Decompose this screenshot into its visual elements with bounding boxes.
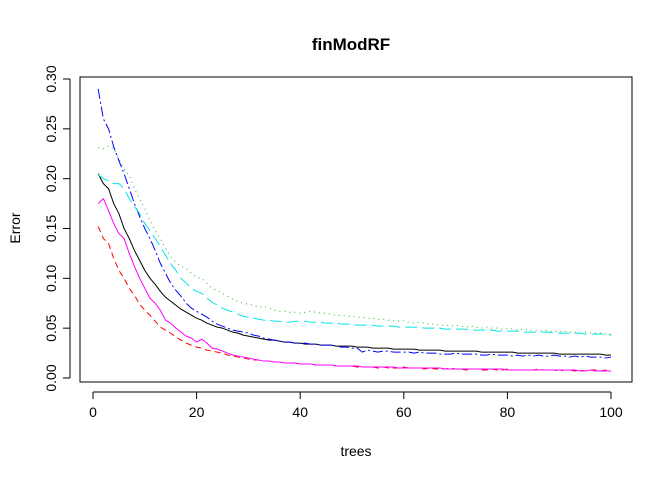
- y-tick-label: 0.05: [43, 314, 59, 341]
- y-tick-label: 0.15: [43, 215, 59, 242]
- series-line-4: [97, 88, 612, 359]
- y-tick-label: 0.10: [43, 264, 59, 291]
- series-line-6: [97, 198, 611, 372]
- x-tick-label: 60: [396, 404, 412, 420]
- y-axis-label: Error: [7, 212, 23, 243]
- y-tick-label: 0.25: [43, 115, 59, 142]
- x-tick-label: 40: [292, 404, 308, 420]
- plot-frame: [79, 76, 633, 383]
- y-tick-label: 0.00: [43, 364, 59, 391]
- x-tick-label: 100: [599, 404, 623, 420]
- x-tick-label: 80: [500, 404, 516, 420]
- x-tick-label: 0: [89, 404, 97, 420]
- x-tick-label: 20: [189, 404, 205, 420]
- series-line-1: [97, 173, 611, 356]
- y-tick-label: 0.30: [43, 65, 59, 92]
- axes: 0 20 40 60 80 100 0.00 0.05 0.10 0.15 0.20 0.25 0.30: [43, 65, 623, 420]
- series-line-2: [97, 226, 612, 372]
- chart-title: finModRF: [312, 35, 390, 54]
- y-tick-label: 0.20: [43, 165, 59, 192]
- series-line-5: [97, 174, 612, 336]
- x-axis-label: trees: [340, 443, 371, 459]
- plot-border: [79, 76, 633, 383]
- series-line-3: [98, 145, 611, 335]
- series-lines: [97, 88, 612, 372]
